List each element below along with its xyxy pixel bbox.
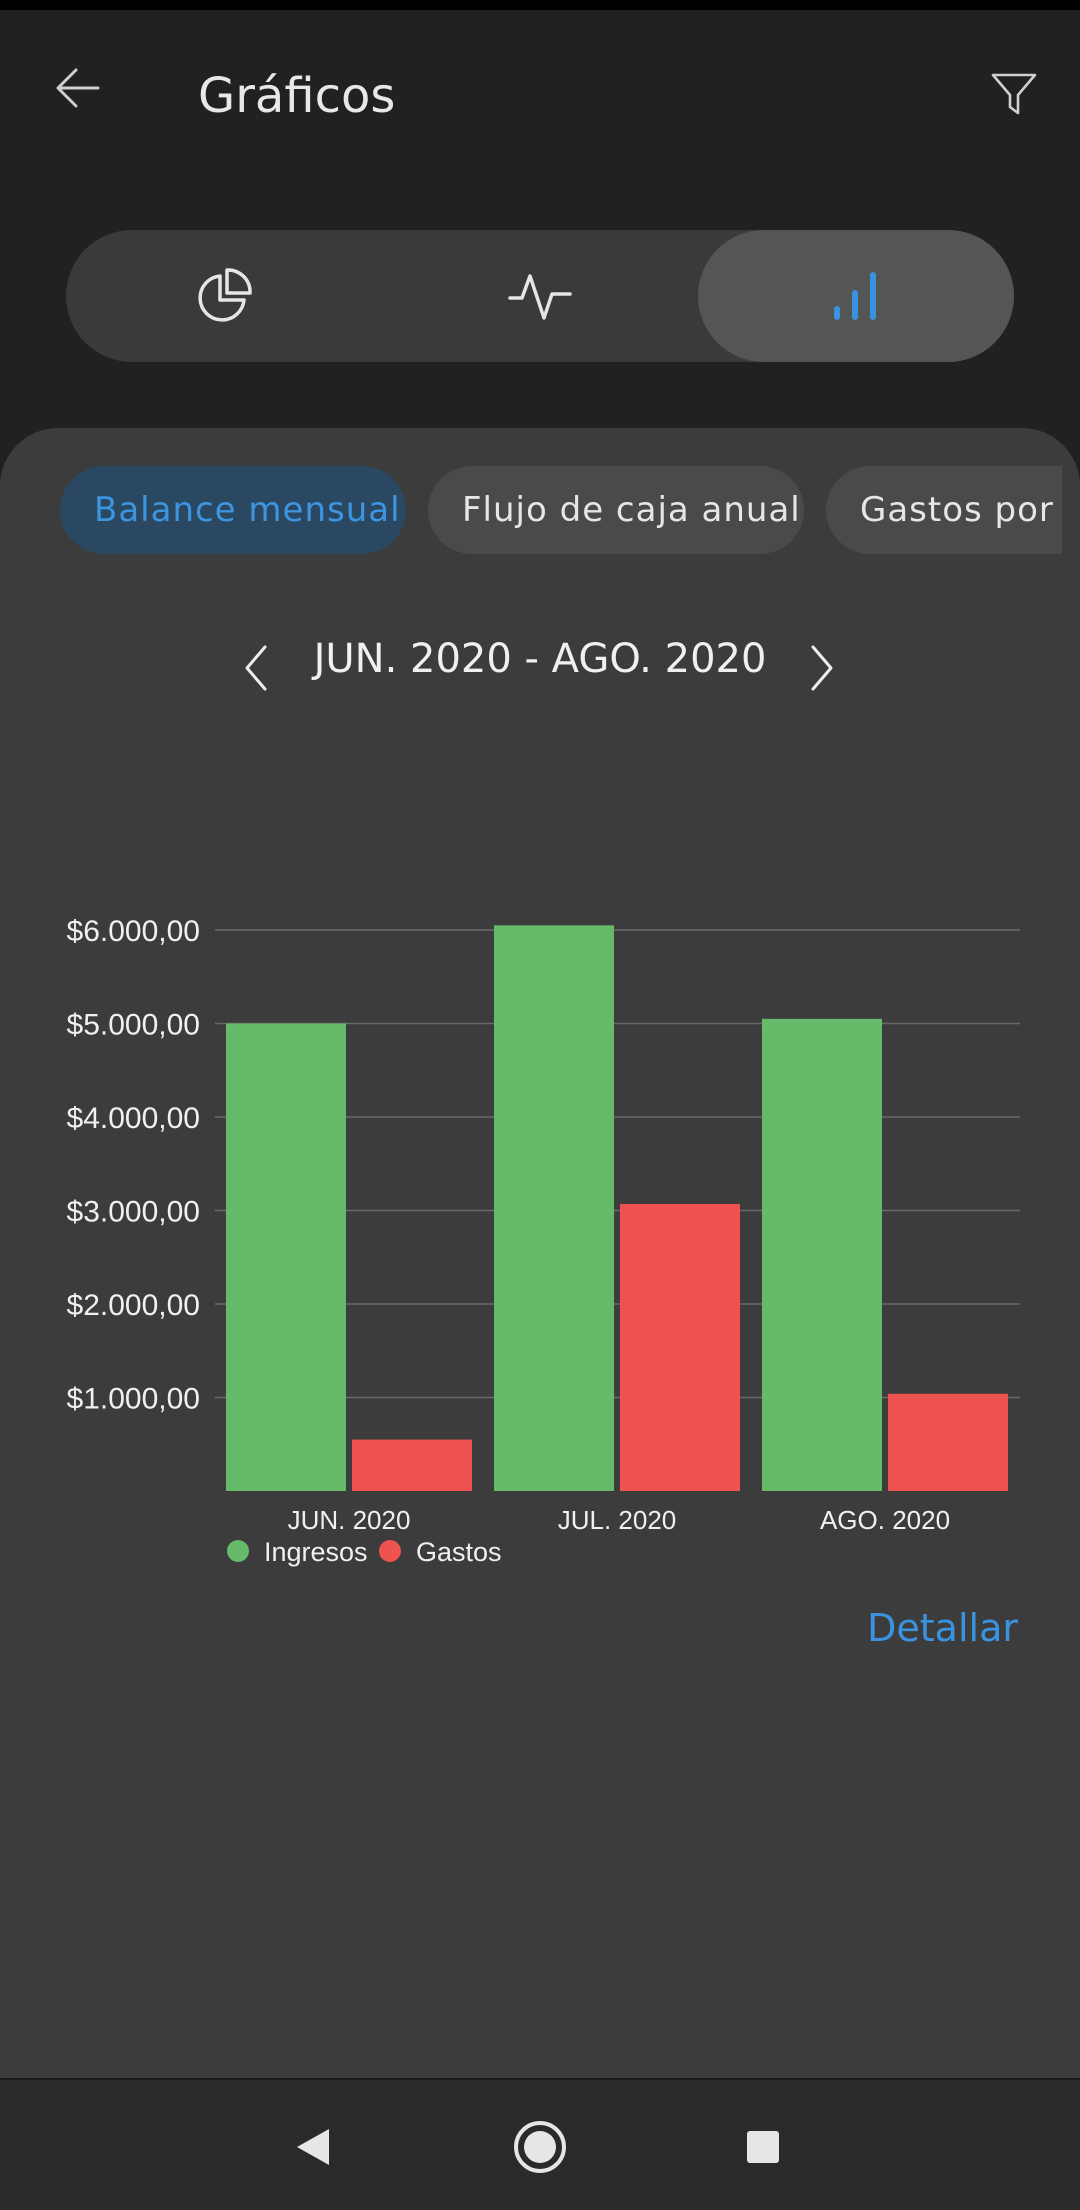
chip-balance-mensual[interactable]: Balance mensual <box>60 466 406 554</box>
line-chart-icon <box>508 274 572 320</box>
system-navigation-bar <box>0 2078 1080 2210</box>
legend-label: Ingresos <box>264 1537 368 1567</box>
nav-home-icon <box>514 2121 566 2173</box>
nav-back-icon <box>297 2129 329 2165</box>
y-tick-label: $3.000,00 <box>67 1196 200 1229</box>
legend-marker <box>379 1540 401 1562</box>
arrow-left-icon <box>56 68 100 108</box>
page-title: Gráficos <box>198 68 396 124</box>
filter-button[interactable] <box>974 54 1054 134</box>
bar-ingresos <box>494 925 614 1491</box>
tab-line-chart[interactable] <box>382 230 698 362</box>
y-tick-label: $6.000,00 <box>67 915 200 948</box>
x-tick-label: JUL. 2020 <box>558 1505 677 1535</box>
balance-bar-chart: $1.000,00 $2.000,00 $3.000,00 $4.000,00 $5.0… <box>67 915 1020 1567</box>
bar-ingresos <box>226 1023 346 1491</box>
report-chips: Balance mensual Flujo de caja anual Gast… <box>60 466 1062 558</box>
chart-type-selector <box>66 230 1014 362</box>
period-label: JUN. 2020 - AGO. 2020 <box>313 636 767 682</box>
bar-ingresos <box>762 1018 882 1491</box>
chip-gastos-por-categoria[interactable]: Gastos por c <box>826 466 1062 554</box>
y-tick-label: $4.000,00 <box>67 1102 200 1135</box>
x-tick-label: AGO. 2020 <box>820 1505 950 1535</box>
chart-panel: Balance mensual Flujo de caja anual Gast… <box>0 428 1080 2080</box>
bar-chart-icon <box>834 272 876 320</box>
tab-bar-chart[interactable] <box>698 230 1014 362</box>
detail-button[interactable]: Detallar <box>867 1606 1018 1650</box>
legend-marker <box>227 1540 249 1562</box>
y-tick-label: $1.000,00 <box>67 1383 200 1416</box>
next-period-button[interactable] <box>792 628 852 708</box>
bar-gastos <box>888 1393 1008 1491</box>
nav-recents-icon <box>747 2131 779 2163</box>
y-tick-label: $2.000,00 <box>67 1289 200 1322</box>
y-tick-label: $5.000,00 <box>67 1009 200 1042</box>
nav-back-button[interactable] <box>268 2102 358 2192</box>
previous-period-button[interactable] <box>226 628 286 708</box>
filter-icon <box>991 73 1037 115</box>
x-tick-label: JUN. 2020 <box>288 1505 411 1535</box>
legend-label: Gastos <box>416 1537 502 1567</box>
back-button[interactable] <box>40 50 116 126</box>
status-bar <box>0 0 1080 10</box>
pie-chart-icon <box>198 268 252 322</box>
chip-label: Flujo de caja anual <box>462 490 801 530</box>
app-bar: Gráficos <box>0 10 1080 170</box>
chip-flujo-caja-anual[interactable]: Flujo de caja anual <box>428 466 804 554</box>
period-selector: JUN. 2020 - AGO. 2020 <box>0 628 1080 708</box>
chip-label: Gastos por c <box>860 490 1062 530</box>
nav-home-button[interactable] <box>495 2102 585 2192</box>
bar-gastos <box>352 1439 472 1491</box>
chevron-left-icon <box>245 645 267 691</box>
bar-gastos <box>620 1203 740 1491</box>
nav-recents-button[interactable] <box>718 2102 808 2192</box>
chevron-right-icon <box>811 645 833 691</box>
chip-label: Balance mensual <box>94 490 401 530</box>
tab-pie-chart[interactable] <box>66 230 382 362</box>
